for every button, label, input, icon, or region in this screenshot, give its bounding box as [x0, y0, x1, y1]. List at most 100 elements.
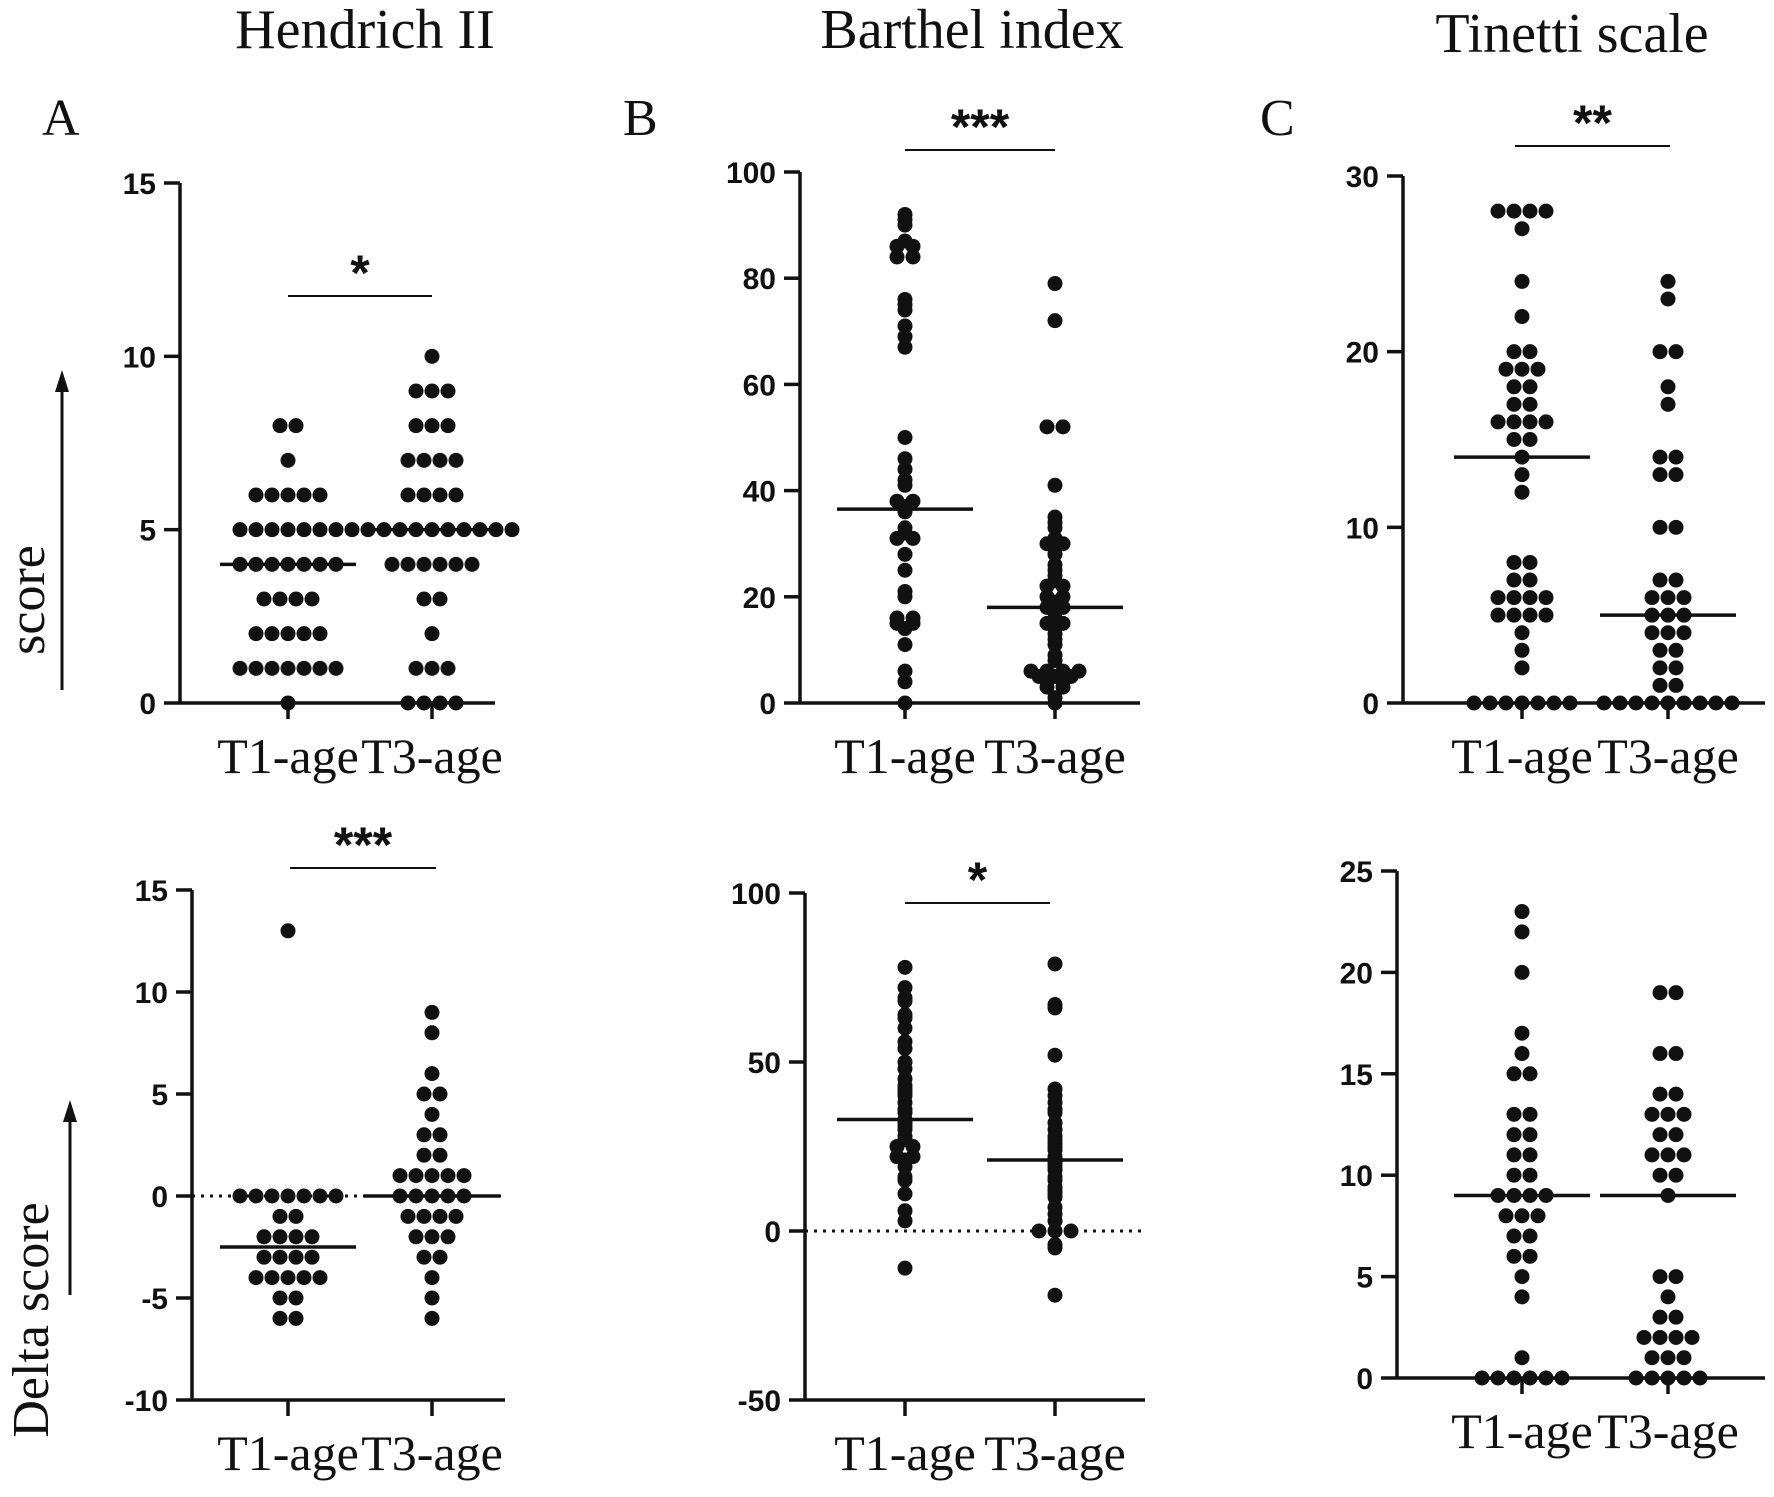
x-tick-label: T1-age: [217, 728, 359, 784]
data-point: [264, 522, 280, 538]
data-point: [1514, 221, 1530, 237]
data-point: [272, 1290, 288, 1306]
data-point: [1498, 361, 1514, 377]
data-point: [408, 660, 424, 676]
data-point: [1514, 309, 1530, 325]
data-point: [232, 660, 248, 676]
data-point: [889, 249, 905, 265]
data-point: [312, 487, 328, 503]
data-point: [448, 487, 464, 503]
data-point: [264, 626, 280, 642]
data-point: [1652, 660, 1668, 676]
data-point: [280, 1270, 296, 1286]
data-point: [448, 1208, 464, 1224]
data-point: [897, 430, 913, 445]
data-point: [1047, 1081, 1063, 1097]
y-tick-label: 40: [743, 476, 776, 509]
data-point: [264, 1188, 280, 1204]
data-point: [416, 1147, 432, 1163]
data-point: [280, 660, 296, 676]
data-point: [408, 383, 424, 399]
x-tick-label: T1-age: [1451, 1403, 1593, 1459]
data-point: [432, 1249, 448, 1265]
data-point: [1047, 313, 1063, 329]
data-point: [1676, 1106, 1692, 1122]
x-tick-label: T1-age: [1451, 728, 1593, 784]
data-point: [1047, 956, 1063, 972]
data-point: [1668, 1329, 1684, 1345]
data-point: [1546, 695, 1562, 711]
data-point: [1506, 414, 1522, 430]
data-point: [312, 1270, 328, 1286]
y-tick-label: 5: [1356, 1262, 1373, 1295]
data-point: [312, 626, 328, 642]
y-tick-label: 10: [1340, 1160, 1373, 1193]
data-point: [1522, 607, 1538, 623]
data-point: [1644, 625, 1660, 641]
data-point: [1506, 1370, 1522, 1386]
data-point: [264, 1270, 280, 1286]
data-point: [1652, 642, 1668, 658]
data-point: [1652, 1269, 1668, 1285]
data-point: [897, 1260, 913, 1276]
panel-letter-c: C: [1260, 90, 1295, 147]
x-tick-label: T1-age: [834, 728, 976, 784]
data-point: [328, 522, 344, 538]
data-point: [1522, 396, 1538, 412]
data-point: [1660, 1350, 1676, 1366]
data-point: [424, 1290, 440, 1306]
data-point: [440, 418, 456, 434]
data-point: [1506, 396, 1522, 412]
data-point: [272, 1229, 288, 1245]
data-point: [272, 418, 288, 434]
data-point: [1692, 695, 1708, 711]
data-point: [1498, 695, 1514, 711]
data-point: [440, 383, 456, 399]
data-point: [432, 452, 448, 468]
data-point: [1522, 1248, 1538, 1264]
data-point: [1506, 379, 1522, 395]
y-tick-label: 25: [1340, 856, 1373, 889]
data-point: [897, 546, 913, 562]
data-point: [400, 695, 416, 711]
data-point: [1628, 1370, 1644, 1386]
data-point: [248, 660, 264, 676]
data-point: [440, 1229, 456, 1245]
data-point: [408, 1229, 424, 1245]
data-point: [416, 695, 432, 711]
y-tick-label: 100: [731, 878, 781, 911]
data-point: [1522, 1370, 1538, 1386]
data-point: [897, 980, 913, 996]
data-point: [897, 451, 913, 467]
data-point: [448, 556, 464, 572]
data-point: [288, 418, 304, 434]
data-point: [1668, 660, 1684, 676]
data-point: [1668, 1046, 1684, 1062]
y-tick-label: 5: [151, 1079, 168, 1112]
data-point: [1522, 1167, 1538, 1183]
data-point: [408, 418, 424, 434]
data-point: [1668, 1167, 1684, 1183]
data-point: [897, 206, 913, 222]
data-point: [424, 1066, 440, 1082]
data-point: [256, 1229, 272, 1245]
data-point: [1530, 361, 1546, 377]
y-tick-label: 10: [1346, 512, 1379, 545]
x-tick-label: T3-age: [984, 1425, 1126, 1481]
data-point: [1506, 1147, 1522, 1163]
x-tick-label: T1-age: [217, 1425, 359, 1481]
y-tick-label: 20: [1340, 957, 1373, 990]
significance-stars: ***: [951, 99, 1010, 155]
data-point: [248, 522, 264, 538]
data-point: [432, 1086, 448, 1102]
data-point: [1506, 1106, 1522, 1122]
data-point: [1522, 1147, 1538, 1163]
data-point: [1596, 695, 1612, 711]
data-point: [1652, 467, 1668, 483]
column-title-tinetti: Tinetti scale: [1435, 3, 1708, 65]
data-point: [1047, 477, 1063, 493]
data-point: [1506, 554, 1522, 570]
data-point: [1644, 1106, 1660, 1122]
data-point: [1514, 1025, 1530, 1041]
data-point: [1684, 1329, 1700, 1345]
